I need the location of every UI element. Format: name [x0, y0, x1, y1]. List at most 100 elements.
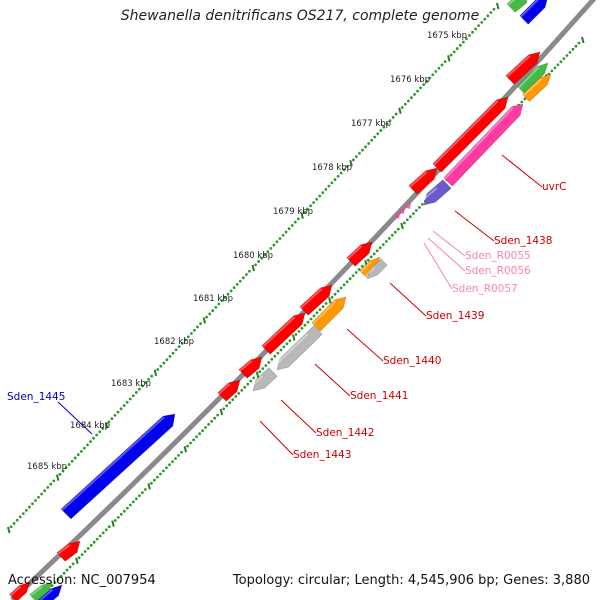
gene-label: Sden_1442	[316, 427, 374, 439]
track-dot	[189, 332, 193, 335]
gene-features	[9, 0, 552, 600]
rna-feature	[394, 212, 400, 219]
track-dot	[300, 326, 304, 330]
track-dot	[477, 24, 481, 28]
track-dot	[254, 263, 257, 267]
track-dot	[351, 158, 355, 162]
track-dot	[367, 142, 371, 145]
track-dot	[297, 330, 301, 333]
track-dot	[293, 220, 297, 224]
gene-shading	[420, 187, 438, 203]
track-dot	[168, 355, 172, 358]
track-dot	[205, 315, 209, 319]
track-dot	[49, 482, 53, 486]
track-dot	[413, 93, 416, 96]
track-dot	[396, 227, 400, 231]
track-dot	[95, 537, 99, 541]
track-dot	[403, 102, 407, 106]
track-dot	[375, 249, 379, 253]
track-dot	[240, 388, 244, 392]
gene-label: Sden_1441	[350, 390, 408, 402]
gene-shading	[9, 585, 22, 597]
kbp-tick	[104, 421, 109, 429]
gene-arrow	[29, 581, 53, 600]
rna-feature	[405, 202, 411, 209]
track-dot	[34, 499, 37, 502]
track-dot	[211, 309, 215, 312]
track-dot	[107, 420, 111, 424]
kbp-tick	[255, 371, 260, 379]
track-dot	[134, 391, 138, 394]
track-dot	[290, 224, 294, 227]
gene-shading	[38, 588, 54, 600]
leader-line	[427, 237, 466, 272]
track-dot	[67, 463, 71, 466]
track-dot	[321, 191, 325, 195]
track-dot	[312, 201, 316, 204]
gene-shading	[347, 245, 363, 260]
track-dot	[104, 528, 108, 532]
scale-label: 1679 kbp	[273, 207, 313, 217]
track-dot	[208, 312, 212, 316]
gene-labels: uvrC Sden_1438 Sden_R0055 Sden_R0056 Sden_R0…	[7, 181, 567, 461]
track-dot	[198, 432, 201, 436]
track-dot	[40, 492, 44, 496]
track-dot	[489, 11, 493, 14]
track-dot	[222, 407, 226, 411]
track-dot	[379, 129, 383, 132]
scale-label: 1675 kbp	[427, 31, 467, 41]
track-dot	[315, 311, 319, 315]
track-dot	[318, 194, 322, 198]
gene-arrow	[299, 284, 333, 316]
track-dot	[471, 30, 474, 34]
track-dot	[144, 381, 147, 385]
track-dot	[458, 43, 462, 47]
track-dot	[113, 519, 117, 522]
kbp-tick	[153, 369, 158, 377]
track-dot	[434, 70, 438, 73]
track-dot	[183, 338, 187, 342]
track-dot	[339, 286, 343, 290]
track-dot	[61, 469, 65, 473]
track-dot	[138, 387, 141, 391]
gene-label: Sden_1445	[7, 391, 65, 403]
track-dot	[199, 322, 202, 326]
track-dot	[77, 556, 81, 560]
track-dot	[381, 243, 385, 247]
track-dot	[101, 531, 105, 535]
track-dot	[455, 47, 459, 50]
track-dot	[264, 364, 268, 367]
track-dot	[143, 488, 147, 491]
track-dot	[261, 367, 265, 370]
track-dot	[241, 276, 245, 280]
track-dot	[357, 268, 361, 271]
gene-label: Sden_R0055	[465, 250, 531, 262]
track-dot	[306, 207, 309, 211]
gene-shading	[409, 171, 428, 188]
track-dot	[159, 364, 163, 368]
gene-arrow	[519, 0, 548, 25]
track-dot	[486, 14, 490, 18]
track-dot	[62, 571, 66, 575]
gene-label: Sden_1438	[494, 235, 552, 247]
track-dot	[189, 441, 192, 445]
track-dot	[364, 145, 367, 149]
gene-shading	[300, 288, 323, 309]
track-dot	[330, 181, 334, 185]
track-dot	[53, 581, 57, 584]
track-dot	[131, 500, 135, 504]
leader-line	[389, 282, 427, 317]
track-dot	[122, 509, 126, 513]
leader-line	[314, 363, 351, 397]
kbp-tick	[75, 557, 79, 565]
gene-arrow	[506, 0, 528, 13]
track-dot	[414, 209, 418, 212]
track-dot	[186, 335, 190, 339]
kbp-tick	[202, 317, 207, 324]
kbp-tick	[147, 483, 151, 490]
gene-arrow	[60, 413, 176, 520]
track-dot	[391, 115, 395, 119]
track-dot	[252, 376, 256, 380]
track-dot	[279, 348, 283, 352]
track-dot	[355, 155, 358, 159]
